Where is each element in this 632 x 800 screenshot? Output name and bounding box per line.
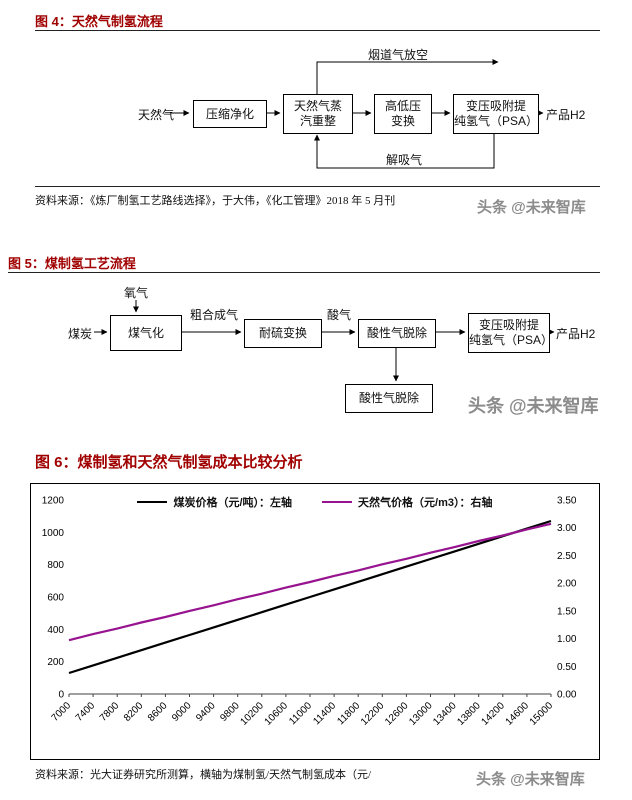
figure5-diagram: 氧气 煤炭 煤气化 粗合成气 耐硫变换 酸气 酸性气脱除 变压吸附提 纯氢气（P… [0, 280, 632, 430]
figure5-title: 图 5：煤制氢工艺流程 [8, 256, 136, 271]
figure4-title: 图 4：天然气制氢流程 [35, 14, 163, 29]
right-axis-tick-label: 0.50 [557, 662, 577, 673]
figure5-top-rule [8, 272, 600, 273]
x-axis-tick-label: 7000 [50, 700, 74, 724]
left-axis-tick-label: 1200 [42, 496, 65, 507]
left-axis-tick-label: 1000 [42, 528, 65, 539]
legend-label-gas: 天然气价格（元/m3）：右轴 [358, 497, 493, 509]
x-axis-tick-label: 11400 [311, 700, 338, 727]
fig4-box-compression-purification: 压缩净化 [193, 100, 267, 128]
figure4-diagram: 烟道气放空 天然气 压缩净化 天然气蒸 汽重整 高低压 变换 变压吸附提 纯氢气… [0, 36, 632, 186]
fig4-label-natural-gas: 天然气 [138, 108, 175, 122]
fig4-label-product-h2: 产品H2 [546, 108, 586, 122]
x-axis-tick-label: 9400 [194, 700, 218, 724]
watermark-figure4: 头条 @未来智库 [477, 199, 586, 216]
x-axis-tick-label: 8200 [122, 700, 146, 724]
fig4-box-psa: 变压吸附提 纯氢气（PSA） [453, 94, 539, 134]
left-axis-tick-label: 200 [47, 657, 64, 668]
left-axis-tick-label: 800 [47, 560, 64, 571]
x-axis-tick-label: 13400 [431, 700, 459, 728]
coal-line-swatch [137, 501, 168, 503]
figure6-chart: 煤炭价格（元/吨）：左轴 天然气价格（元/m3）：右轴 0 200 400 600 80… [30, 483, 600, 760]
x-axis-tick-label: 8600 [146, 700, 170, 724]
figure4-top-rule [35, 30, 600, 31]
x-axis-tick-label: 11800 [335, 700, 362, 727]
legend-label-coal: 煤炭价格（元/吨）：左轴 [173, 497, 293, 509]
left-axis-tick-label: 400 [47, 625, 64, 636]
fig5-box-acid-removal-out: 酸性气脱除 [345, 384, 433, 413]
gas-line-swatch [322, 501, 353, 503]
fig4-label-desorption-gas: 解吸气 [386, 153, 423, 167]
figure4-source: 资料来源：《炼厂制氢工艺路线选择》，于大伟，《化工管理》2018 年 5 月刊 [35, 195, 396, 207]
x-axis-tick-label: 10600 [263, 700, 291, 728]
cost-comparison-plot: 0 200 400 600 800 1000 1200 0.00 0.50 1.00 1.50 2.0… [42, 496, 577, 728]
arrow-desorption-gas-recycle [314, 132, 495, 169]
gas-price-line [68, 522, 552, 642]
x-axis-tick-label: 13800 [455, 700, 483, 728]
x-axis-tick-label: 7400 [74, 700, 98, 724]
fig5-box-acid-removal: 酸性气脱除 [358, 319, 436, 348]
fig4-box-steam-reforming: 天然气蒸 汽重整 [283, 94, 353, 134]
figure6-title: 图 6：煤制氢和天然气制氢成本比较分析 [35, 454, 303, 471]
right-axis-tick-label: 0.00 [557, 690, 577, 701]
figure4-arrows [170, 59, 544, 169]
fig5-label-oxygen: 氧气 [124, 286, 149, 300]
figure4-bottom-rule [35, 186, 600, 187]
right-axis-tick-label: 1.00 [557, 634, 577, 645]
fig5-label-coal: 煤炭 [68, 327, 93, 341]
fig5-box-psa: 变压吸附提 纯氢气（PSA） [468, 313, 553, 353]
x-axis-tick-label: 10200 [238, 700, 266, 728]
x-axis-tick-label: 7800 [98, 700, 122, 724]
fig5-box-sulfur-shift: 耐硫变换 [244, 319, 322, 348]
fig5-label-acid-gas: 酸气 [327, 308, 352, 322]
right-axis-tick-label: 3.50 [557, 496, 577, 507]
fig4-box-pressure-shift: 高低压 变换 [374, 94, 432, 134]
x-axis-tick-label: 11000 [287, 700, 314, 727]
chart-legend: 煤炭价格（元/吨）：左轴 天然气价格（元/m3）：右轴 [31, 494, 599, 510]
left-axis-tick-label: 600 [47, 593, 64, 604]
watermark-figure6: 头条 @未来智库 [476, 771, 585, 788]
right-axis-tick-label: 2.50 [557, 551, 577, 562]
x-axis-tick-label: 13000 [407, 700, 435, 728]
figure6-source: 资料来源：光大证券研究所测算，横轴为煤制氢/天然气制氢成本（元/ [35, 769, 372, 781]
x-axis-tick-label: 12600 [383, 700, 411, 728]
legend-item-gas: 天然气价格（元/m3）：右轴 [322, 494, 493, 510]
legend-item-coal: 煤炭价格（元/吨）：左轴 [137, 494, 292, 510]
fig5-label-crude-syngas: 粗合成气 [190, 308, 239, 322]
fig5-label-product-h2: 产品H2 [556, 327, 596, 341]
x-axis-tick-label: 9000 [170, 700, 194, 724]
right-axis-tick-label: 2.00 [557, 579, 577, 590]
fig5-box-gasification: 煤气化 [110, 315, 182, 351]
left-axis-tick-label: 0 [58, 690, 64, 701]
coal-price-line [68, 519, 552, 675]
fig4-label-flue-gas: 烟道气放空 [368, 48, 429, 62]
right-axis-tick-label: 3.00 [557, 523, 577, 534]
watermark-figure5: 头条 @未来智库 [468, 396, 599, 416]
figure5-arrows [94, 300, 555, 382]
x-axis-tick-label: 12200 [359, 700, 387, 728]
arrow-flue-gas-vent [316, 59, 499, 94]
x-axis-tick-label: 15000 [528, 700, 556, 728]
right-axis-tick-label: 1.50 [557, 606, 577, 617]
x-axis-tick-label: 14200 [479, 700, 507, 728]
x-axis-tick-label: 14600 [504, 700, 532, 728]
